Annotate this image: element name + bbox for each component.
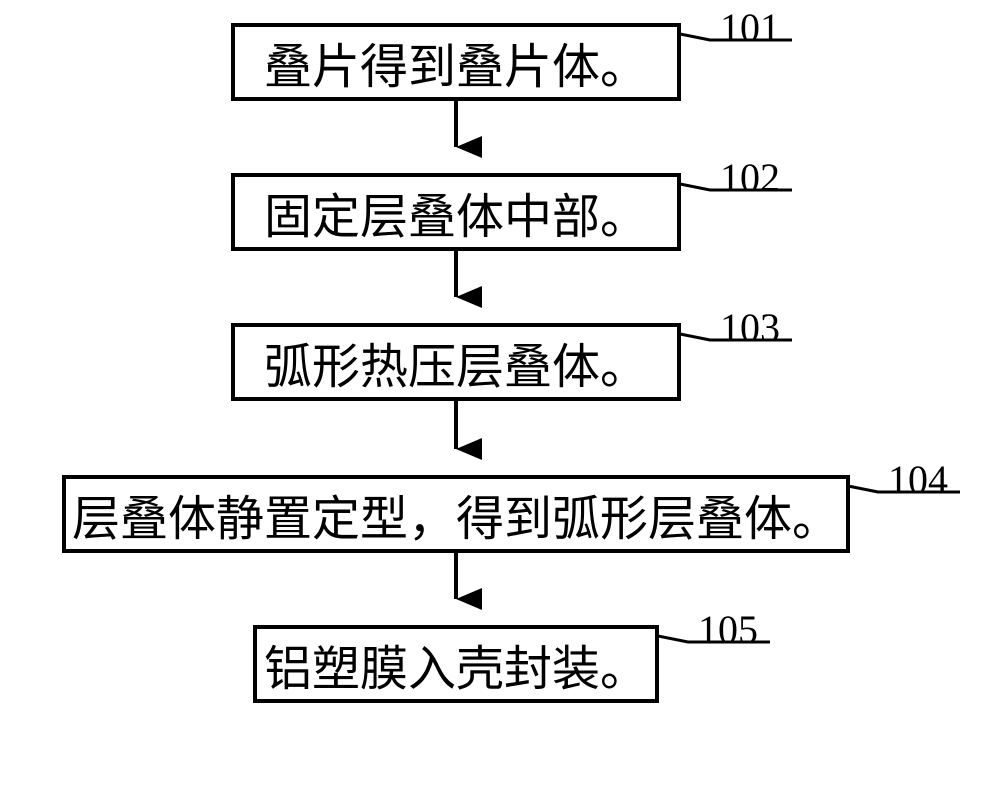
flow-node-text: 层叠体静置定型，得到弧形层叠体。 [72,479,840,549]
flow-node-text: 固定层叠体中部。 [264,177,648,247]
flow-node-n103: 弧形热压层叠体。 [231,323,681,401]
step-label: 102 [720,155,780,200]
flow-node-n105: 铝塑膜入壳封装。 [253,625,659,703]
step-label: 105 [698,607,758,652]
step-label: 103 [720,305,780,350]
flow-node-n104: 层叠体静置定型，得到弧形层叠体。 [62,475,850,553]
step-label: 104 [888,457,948,502]
flowchart-canvas: 101 102 103 104 105 叠片得到叠片体。固定层叠体中部。弧形热压层叠体。… [0,0,1000,805]
step-label: 101 [720,5,780,50]
flow-node-text: 弧形热压层叠体。 [264,327,648,397]
flow-node-text: 铝塑膜入壳封装。 [264,629,648,699]
flow-node-n102: 固定层叠体中部。 [231,173,681,251]
flow-node-n101: 叠片得到叠片体。 [231,23,681,101]
flow-node-text: 叠片得到叠片体。 [264,27,648,97]
